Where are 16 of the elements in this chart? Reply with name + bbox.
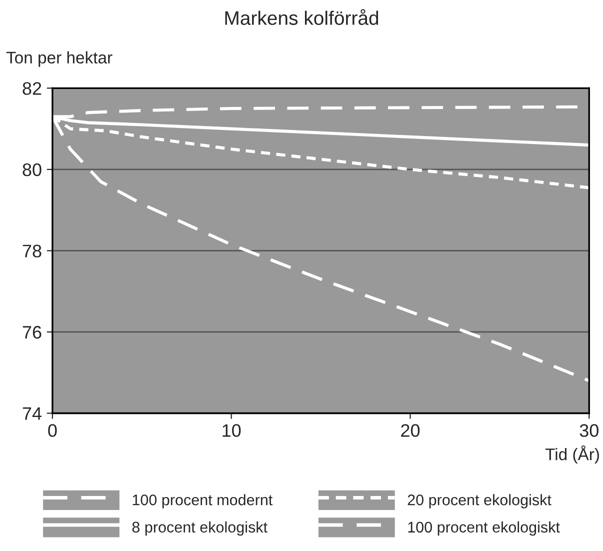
- y-tick-label: 82: [22, 82, 42, 95]
- legend-label: 100 procent modernt: [132, 494, 273, 508]
- y-tick-label: 76: [22, 326, 42, 339]
- legend-label: 100 procent ekologiskt: [408, 521, 560, 536]
- y-tick-label: 74: [22, 407, 42, 420]
- x-tick-label: 30: [580, 424, 598, 437]
- x-tick-label: 0: [48, 424, 57, 437]
- y-tick-label: 80: [22, 163, 42, 176]
- legend-label: 8 procent ekologiskt: [132, 521, 268, 536]
- y-tick-label: 78: [22, 244, 42, 258]
- x-tick-label: 10: [222, 424, 241, 437]
- x-axis-title: Tid (År): [545, 445, 599, 464]
- x-tick-label: 20: [401, 424, 420, 437]
- chart-title: Markens kolförråd: [225, 9, 378, 25]
- legend-label: 20 procent ekologiskt: [408, 494, 552, 508]
- y-axis-title: Ton per hektar: [6, 51, 112, 67]
